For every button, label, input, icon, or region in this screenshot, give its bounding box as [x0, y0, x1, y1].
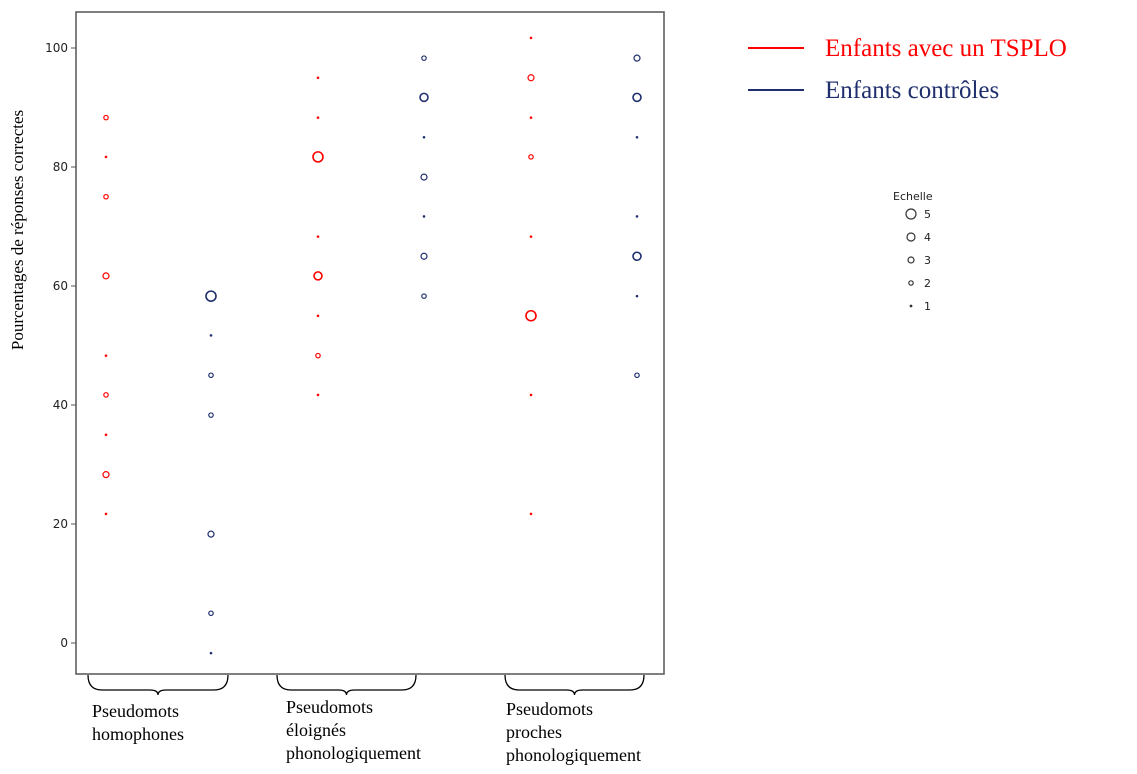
data-point — [527, 74, 535, 82]
data-point — [634, 372, 640, 379]
data-point — [208, 412, 214, 418]
group-brace — [504, 674, 645, 696]
data-point — [103, 392, 109, 398]
group-label: proches — [506, 722, 562, 742]
data-point — [632, 251, 642, 262]
group-label: Pseudomots — [286, 697, 373, 717]
group-label: phonologiquement — [506, 745, 641, 765]
size-legend-marker — [909, 304, 913, 308]
data-point — [104, 433, 108, 437]
data-point — [529, 235, 533, 238]
data-point — [316, 393, 320, 397]
data-point — [313, 271, 323, 281]
plot-frame — [75, 11, 665, 675]
size-legend-label: 3 — [924, 254, 931, 267]
y-tick-label: 60 — [53, 279, 68, 293]
data-point — [104, 354, 108, 357]
y-tick-label: 0 — [60, 636, 68, 650]
data-point — [529, 512, 533, 516]
group-brace — [87, 674, 229, 696]
data-point — [208, 610, 214, 617]
group-brace — [276, 674, 417, 696]
size-legend-marker — [906, 232, 916, 242]
data-point — [312, 151, 324, 163]
data-point — [529, 393, 533, 397]
data-point — [316, 76, 320, 80]
data-point — [525, 309, 537, 322]
data-point — [632, 92, 642, 103]
data-point — [422, 215, 426, 218]
data-point — [419, 92, 429, 103]
data-point — [104, 155, 108, 159]
data-point — [207, 530, 215, 538]
y-tick-label: 80 — [53, 160, 68, 174]
group-label: Pseudomots — [92, 701, 179, 721]
size-legend-marker — [905, 208, 917, 220]
legend-label: Enfants avec un TSPLO — [825, 35, 1067, 62]
legend-label: Enfants contrôles — [825, 77, 999, 104]
data-point — [635, 215, 639, 218]
data-point — [104, 512, 108, 516]
data-point — [529, 116, 533, 119]
data-point — [528, 154, 534, 160]
y-axis-title: Pourcentages de réponses correctes — [8, 110, 27, 350]
data-point — [421, 55, 427, 61]
group-label: Pseudomots — [506, 699, 593, 719]
group-label: éloignés — [286, 720, 346, 740]
size-legend-marker — [908, 280, 914, 286]
size-legend-label: 5 — [924, 208, 931, 221]
data-point — [205, 290, 217, 302]
group-label: phonologiquement — [286, 743, 421, 763]
data-point — [102, 471, 110, 479]
data-point — [635, 294, 639, 298]
data-point — [422, 135, 426, 139]
data-point — [316, 235, 320, 238]
data-point — [315, 352, 321, 359]
data-point — [316, 314, 320, 318]
data-point — [529, 36, 533, 40]
size-legend-title: Echelle — [893, 190, 933, 203]
data-point — [316, 116, 320, 119]
data-point — [209, 334, 213, 337]
size-legend-label: 1 — [924, 300, 931, 313]
size-legend-label: 2 — [924, 277, 931, 290]
data-point — [633, 54, 641, 62]
data-point — [209, 651, 213, 655]
size-legend-marker — [907, 256, 915, 264]
y-tick-label: 20 — [53, 517, 68, 531]
data-point — [420, 252, 428, 260]
data-point — [102, 272, 110, 280]
data-point — [103, 193, 109, 200]
data-point — [635, 135, 639, 139]
data-point — [420, 173, 428, 181]
y-tick-label: 40 — [53, 398, 68, 412]
y-tick-label: 100 — [45, 41, 68, 55]
size-legend-label: 4 — [924, 231, 931, 244]
data-point — [103, 114, 109, 121]
data-point — [208, 372, 214, 379]
group-label: homophones — [92, 724, 184, 744]
data-point — [421, 293, 427, 299]
